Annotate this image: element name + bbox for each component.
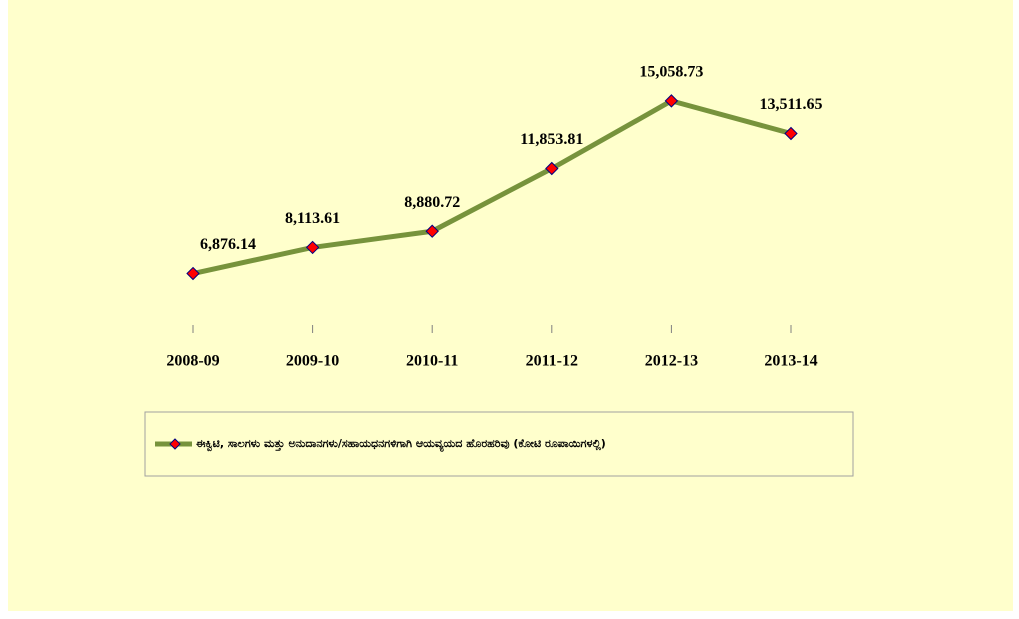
data-label: 15,058.73 bbox=[639, 64, 703, 81]
data-label: 8,113.61 bbox=[285, 210, 340, 227]
legend-text: ಈಕ್ವಿಟಿ, ಸಾಲಗಳು ಮತ್ತು ಅನುದಾನಗಳು/ಸಹಾಯಧನಗಳ… bbox=[196, 437, 606, 452]
x-tick-label: 2011-12 bbox=[526, 353, 578, 370]
data-label: 8,880.72 bbox=[404, 194, 460, 211]
data-label: 11,853.81 bbox=[520, 131, 583, 148]
x-tick-label: 2008-09 bbox=[166, 353, 219, 370]
chart-background bbox=[8, 0, 1013, 611]
x-tick-label: 2009-10 bbox=[286, 353, 339, 370]
point-marker bbox=[545, 161, 559, 176]
x-tick-label: 2010-11 bbox=[406, 353, 458, 370]
legend-marker bbox=[169, 438, 181, 450]
data-label: 6,876.14 bbox=[200, 236, 256, 253]
legend-box bbox=[144, 411, 854, 477]
point-marker bbox=[784, 126, 798, 141]
point-marker bbox=[186, 266, 200, 281]
data-label: 13,511.65 bbox=[759, 96, 822, 113]
series-line bbox=[192, 98, 792, 276]
x-tick-label: 2013-14 bbox=[764, 353, 817, 370]
x-tick-label: 2012-13 bbox=[645, 353, 698, 370]
point-marker bbox=[425, 224, 439, 238]
point-marker bbox=[305, 240, 320, 255]
point-marker bbox=[664, 94, 679, 108]
